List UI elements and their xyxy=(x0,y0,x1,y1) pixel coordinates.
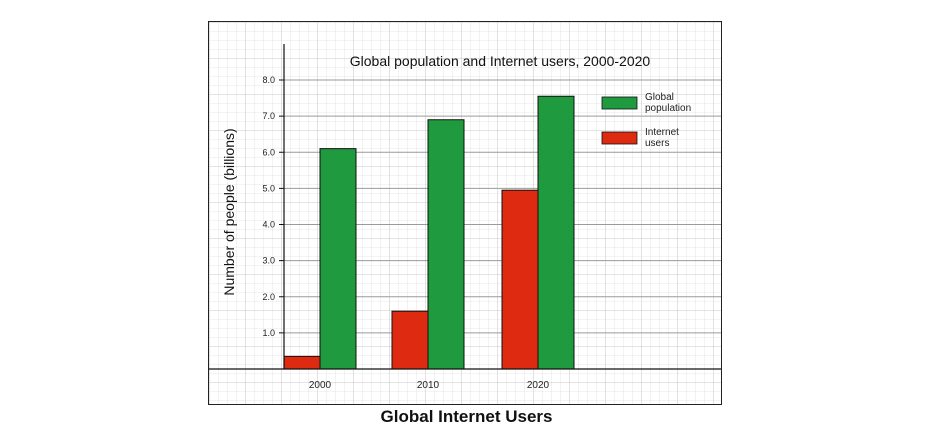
bar-global-population-2010 xyxy=(427,119,465,370)
legend-swatch xyxy=(601,96,638,110)
bar-internet-users-2010 xyxy=(391,310,429,370)
bar-internet-users-2000 xyxy=(283,355,321,370)
bar-chart: 1.0 2.0 3.0 4.0 5.0 6.0 7.0 8.0 2000 2010 2020 Gl… xyxy=(209,22,721,404)
y-tick-label: 3.0 xyxy=(262,256,275,266)
y-tick-label: 6.0 xyxy=(262,147,275,157)
y-tick-label: 8.0 xyxy=(262,75,275,85)
legend-swatch xyxy=(601,131,638,145)
chart-grid xyxy=(209,22,721,404)
bar-global-population-2000 xyxy=(319,148,357,370)
legend-label: population xyxy=(645,103,691,114)
y-axis-label: Number of people (billions) xyxy=(221,128,237,295)
legend-label: Global xyxy=(645,92,674,103)
y-tick-label: 5.0 xyxy=(262,183,275,193)
x-tick-label: 2010 xyxy=(417,380,440,391)
bar-internet-users-2020 xyxy=(501,189,539,370)
figure-caption: Global Internet Users xyxy=(380,407,553,426)
y-tick-label: 1.0 xyxy=(262,328,275,338)
y-tick-label: 4.0 xyxy=(262,220,275,230)
legend-label: Internet xyxy=(645,127,679,138)
chart-title: Global population and Internet users, 20… xyxy=(350,53,651,69)
chart-frame: 1.0 2.0 3.0 4.0 5.0 6.0 7.0 8.0 2000 2010 2020 Gl… xyxy=(208,21,722,405)
y-tick-label: 2.0 xyxy=(262,292,275,302)
y-tick-label: 7.0 xyxy=(262,111,275,121)
bar-global-population-2020 xyxy=(537,95,575,370)
x-tick-label: 2020 xyxy=(527,380,550,391)
legend-label: users xyxy=(645,138,669,149)
x-tick-label: 2000 xyxy=(309,380,332,391)
